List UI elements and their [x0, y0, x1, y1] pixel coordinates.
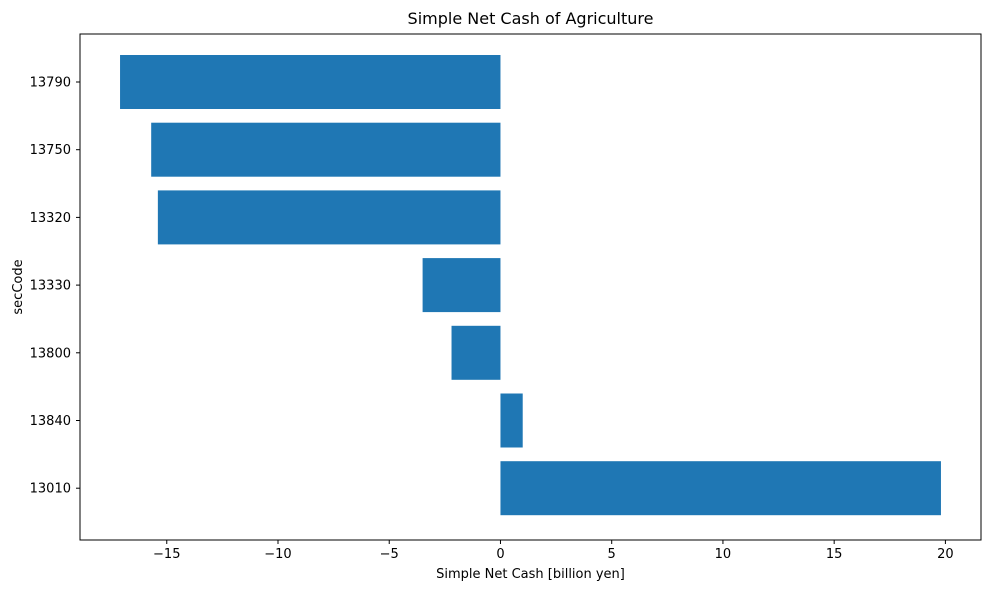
x-tick-label: −10: [264, 547, 291, 562]
bar-13320: [157, 190, 501, 245]
y-axis: 13790 13750 13320 13330 13800 13840 13010: [30, 76, 80, 497]
y-tick-label: 13320: [30, 211, 71, 226]
x-tick-label: 20: [937, 547, 954, 562]
chart-title: Simple Net Cash of Agriculture: [408, 9, 654, 28]
bar-13750: [151, 122, 501, 177]
bar-13800: [451, 325, 501, 380]
x-tick-label: −15: [153, 547, 180, 562]
y-tick-label: 13330: [30, 279, 71, 294]
x-tick-label: 10: [715, 547, 732, 562]
bar-13840: [500, 393, 523, 448]
bar-13010: [500, 461, 941, 516]
x-tick-label: 0: [496, 547, 504, 562]
bars-group: [120, 55, 941, 516]
plot-frame: [79, 33, 982, 541]
x-axis-title: Simple Net Cash [billion yen]: [436, 567, 625, 582]
y-tick-label: 13800: [30, 346, 71, 361]
bar-13790: [120, 55, 501, 109]
x-axis: −15 −10 −5 0 5 10 15 20: [153, 540, 954, 562]
y-tick-label: 13790: [30, 76, 71, 91]
y-axis-title: secCode: [11, 259, 26, 314]
x-tick-label: −5: [380, 547, 399, 562]
y-tick-label: 13840: [30, 414, 71, 429]
y-tick-label: 13010: [30, 482, 71, 497]
x-tick-label: 5: [608, 547, 616, 562]
x-tick-label: 15: [826, 547, 843, 562]
y-tick-label: 13750: [30, 143, 71, 158]
bar-13330: [422, 258, 501, 313]
